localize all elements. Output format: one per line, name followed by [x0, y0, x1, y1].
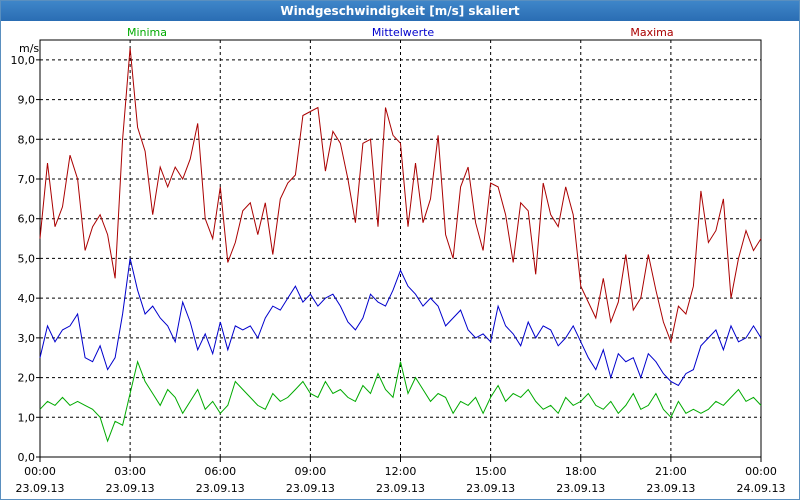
series-maxima-line	[39, 47, 762, 344]
x-tick-time-label: 15:00	[475, 465, 507, 478]
x-tick-time-label: 09:00	[295, 465, 327, 478]
x-tick-time-label: 18:00	[565, 465, 597, 478]
y-axis-ticks: 0,0 1,0 2,0 3,0 4,0 5,0 6,0 7,0 8,0 9,0 10,0	[11, 54, 40, 464]
x-tick-date-label: 23.09.13	[196, 482, 245, 495]
y-tick-label: 3,0	[18, 332, 36, 345]
y-tick-label: 7,0	[18, 173, 36, 186]
y-tick-label: 4,0	[18, 292, 36, 305]
series-minima-line	[39, 359, 762, 443]
x-tick-time-label: 00:00	[24, 465, 56, 478]
y-tick-label: 8,0	[18, 133, 36, 146]
x-tick-date-label: 23.09.13	[16, 482, 65, 495]
x-tick-date-label: 23.09.13	[556, 482, 605, 495]
legend: Minima Mittelwerte Maxima	[127, 26, 674, 39]
x-axis-ticks: 00:00 23.09.13 03:00 23.09.13 06:00 23.09.13 0…	[16, 457, 786, 495]
series-mittelwerte-line	[39, 258, 762, 387]
x-tick-time-label: 12:00	[385, 465, 417, 478]
grid	[40, 40, 761, 457]
y-tick-label: 6,0	[18, 213, 36, 226]
legend-minima: Minima	[127, 26, 167, 39]
y-tick-label: 9,0	[18, 94, 36, 107]
series-lines	[39, 47, 762, 443]
x-tick-date-label: 24.09.13	[737, 482, 786, 495]
x-tick-time-label: 00:00	[745, 465, 777, 478]
x-tick-date-label: 23.09.13	[646, 482, 695, 495]
y-axis-label: m/s	[19, 42, 39, 55]
plot-area	[39, 39, 762, 458]
legend-mittelwerte: Mittelwerte	[372, 26, 435, 39]
y-tick-label: 0,0	[18, 451, 36, 464]
x-tick-date-label: 23.09.13	[376, 482, 425, 495]
y-tick-label: 2,0	[18, 372, 36, 385]
x-tick-time-label: 21:00	[655, 465, 687, 478]
window-title: Windgeschwindigkeit [m/s] skaliert	[1, 1, 799, 21]
legend-maxima: Maxima	[630, 26, 673, 39]
y-tick-label: 5,0	[18, 252, 36, 265]
x-tick-time-label: 06:00	[204, 465, 236, 478]
x-tick-time-label: 03:00	[114, 465, 146, 478]
y-tick-label: 1,0	[18, 411, 36, 424]
y-tick-label: 10,0	[11, 54, 36, 67]
x-tick-date-label: 23.09.13	[286, 482, 335, 495]
x-tick-date-label: 23.09.13	[106, 482, 155, 495]
wind-speed-chart: 0,0 1,0 2,0 3,0 4,0 5,0 6,0 7,0 8,0 9,0 10,0 00:00…	[11, 26, 786, 495]
x-tick-date-label: 23.09.13	[466, 482, 515, 495]
